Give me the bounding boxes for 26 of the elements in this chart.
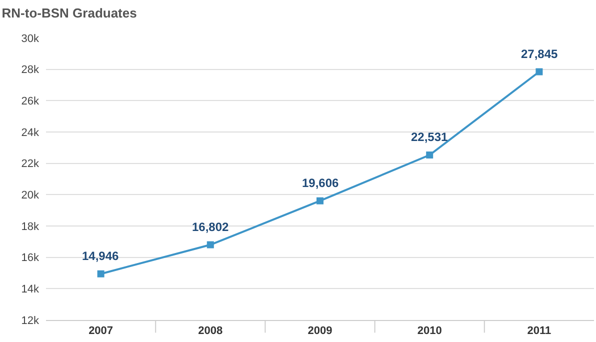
point [536,68,543,76]
data-label: 14,946 [82,249,120,263]
y-tick-label: 30k [21,32,40,45]
y-tick-label: 18k [21,220,40,233]
x-tick-label: 2010 [417,325,442,338]
data-label: 19,606 [302,176,340,190]
y-tick-label: 12k [21,314,40,327]
x-tick-label: 2008 [198,325,223,338]
y-tick-label: 24k [21,126,40,139]
point [316,197,324,204]
chart-title: RN-to-BSN Graduates [2,6,137,21]
point [426,152,434,159]
x-tick-label: 2007 [88,325,114,338]
y-tick-label: 20k [21,190,40,202]
x-tick-label: 2009 [308,325,332,338]
y-tick-label: 22k [21,158,40,170]
y-tick-label: 26k [21,96,40,108]
point [97,270,104,278]
y-tick-label: 14k [21,284,40,296]
y-tick-label: 16k [21,252,40,264]
data-label: 16,802 [192,220,230,234]
point [206,241,214,248]
data-label: 27,845 [521,47,558,61]
x-tick-label: 2011 [527,325,552,338]
y-tick-label: 28k [21,64,40,76]
data-label: 22,531 [411,130,448,144]
